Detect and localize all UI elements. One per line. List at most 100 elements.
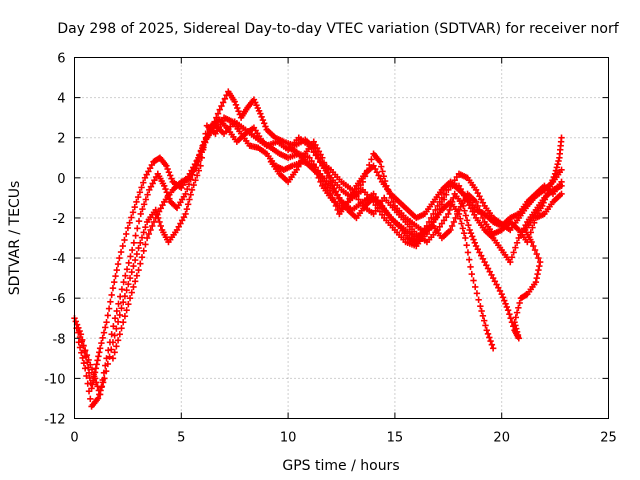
data-point [389, 198, 397, 206]
data-point [186, 174, 194, 182]
data-point [132, 232, 139, 239]
data-point [89, 381, 96, 388]
data-point [312, 152, 320, 159]
data-point [558, 166, 565, 174]
data-point [92, 365, 100, 372]
data-point [164, 165, 171, 173]
data-point [142, 196, 150, 203]
data-point [532, 278, 540, 286]
data-point [476, 249, 483, 256]
data-point [93, 361, 100, 368]
x-tick-label: 0 [70, 431, 78, 446]
data-point [109, 355, 117, 362]
data-point [489, 345, 497, 352]
data-point [130, 239, 138, 247]
data-point [91, 375, 99, 382]
x-tick-label: 5 [177, 431, 185, 446]
data-point [125, 259, 132, 267]
data-point [457, 215, 464, 222]
data-point [496, 287, 504, 295]
data-point [262, 123, 269, 130]
data-point [183, 205, 191, 213]
data-point [295, 163, 302, 170]
data-point [192, 177, 199, 184]
data-point [99, 379, 107, 386]
data-point [190, 181, 197, 189]
data-point [138, 254, 146, 261]
data-point [447, 202, 455, 210]
data-point [512, 244, 519, 251]
data-point [327, 190, 335, 198]
data-point [109, 339, 117, 346]
data-point [329, 194, 336, 202]
data-point [549, 177, 556, 184]
data-point [469, 233, 476, 240]
data-point [459, 200, 466, 207]
data-point [296, 160, 304, 167]
data-point [188, 171, 195, 178]
data-point [143, 171, 150, 178]
data-point [464, 249, 472, 256]
data-point [486, 268, 493, 275]
data-point [146, 186, 153, 194]
data-point [111, 315, 119, 322]
data-point [148, 161, 156, 169]
data-point [106, 353, 113, 360]
y-tick-label: 2 [57, 132, 65, 147]
data-point [370, 210, 377, 218]
data-point [184, 185, 191, 193]
data-point [120, 319, 127, 326]
data-points [71, 88, 565, 410]
data-point [128, 268, 135, 276]
data-point [102, 324, 109, 331]
data-point [436, 223, 443, 230]
data-point [554, 160, 561, 168]
data-point [315, 148, 323, 155]
y-tick-label: -12 [44, 413, 65, 428]
data-point [127, 253, 134, 260]
data-point [488, 271, 495, 279]
data-point [126, 274, 134, 282]
data-point [140, 229, 147, 236]
data-point [381, 177, 389, 185]
data-point [219, 99, 227, 106]
data-point [216, 106, 223, 113]
data-point [162, 185, 169, 193]
data-point [453, 173, 461, 181]
data-point [113, 343, 120, 350]
data-point [140, 247, 147, 255]
data-point [111, 349, 118, 356]
data-point [506, 311, 513, 318]
data-point [378, 211, 386, 218]
data-point [293, 166, 300, 174]
data-point [124, 224, 132, 232]
data-point [471, 239, 478, 247]
data-point [542, 193, 550, 200]
y-axis-label: SDTVAR / TECUs [7, 181, 23, 296]
data-point [479, 255, 487, 263]
data-point [114, 260, 122, 268]
data-point [474, 246, 481, 253]
data-point [182, 190, 189, 198]
data-point [120, 298, 127, 306]
data-point [126, 219, 133, 226]
data-point [101, 375, 108, 382]
data-point [76, 344, 84, 351]
data-point [470, 277, 477, 284]
data-point [317, 178, 324, 186]
data-point [94, 357, 101, 364]
data-point [463, 242, 470, 249]
data-point [109, 284, 117, 292]
data-point [457, 203, 464, 210]
data-point [370, 162, 377, 169]
data-point [186, 196, 193, 203]
data-point [84, 380, 91, 387]
data-point [529, 224, 536, 231]
data-point [118, 286, 126, 293]
data-point [87, 395, 94, 403]
data-point [145, 230, 153, 238]
y-axis-ticks: -12 -10 -8 -6 -4 -2 0 2 4 6 [44, 52, 609, 428]
data-point [310, 148, 317, 156]
data-point [81, 365, 89, 372]
data-point [159, 201, 166, 209]
